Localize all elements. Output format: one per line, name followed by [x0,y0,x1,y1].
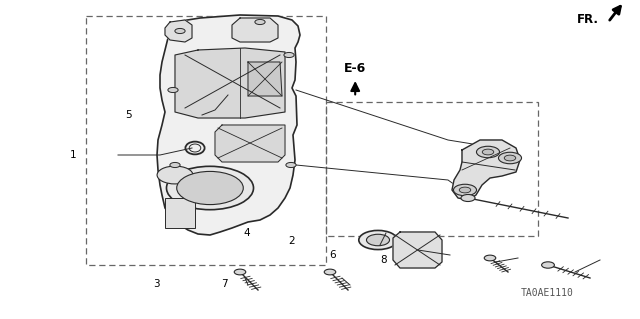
Bar [326,102,538,236]
Circle shape [483,149,494,155]
Circle shape [234,269,246,275]
Circle shape [460,187,471,193]
Polygon shape [248,62,282,96]
Text: E-6: E-6 [344,62,366,75]
Circle shape [157,166,193,184]
Circle shape [324,269,336,275]
Circle shape [175,28,185,33]
Text: 8: 8 [381,255,387,265]
Circle shape [461,195,475,202]
Circle shape [168,87,178,93]
Text: 4: 4 [243,228,250,238]
Circle shape [284,52,294,57]
Polygon shape [232,18,278,42]
Text: 6: 6 [330,250,336,260]
Circle shape [499,152,522,164]
Polygon shape [175,48,285,118]
Polygon shape [215,125,285,162]
Circle shape [504,155,516,161]
Polygon shape [393,232,442,268]
Text: 1: 1 [70,150,77,160]
Circle shape [367,234,390,246]
Circle shape [166,166,253,210]
Circle shape [541,262,554,268]
Bar [165,198,195,228]
Circle shape [359,230,397,249]
Text: 3: 3 [154,279,160,289]
Text: FR.: FR. [577,13,598,26]
Polygon shape [452,140,520,200]
Bar [86,16,326,265]
Circle shape [484,255,496,261]
Circle shape [454,184,477,196]
Circle shape [255,19,265,25]
Circle shape [476,146,499,158]
Circle shape [177,171,243,204]
Text: 5: 5 [125,110,131,120]
Polygon shape [165,20,192,42]
Circle shape [286,162,296,167]
Text: 7: 7 [221,279,227,289]
Circle shape [170,162,180,167]
Text: 2: 2 [288,236,294,246]
Text: TA0AE1110: TA0AE1110 [521,288,573,299]
Polygon shape [157,15,300,235]
